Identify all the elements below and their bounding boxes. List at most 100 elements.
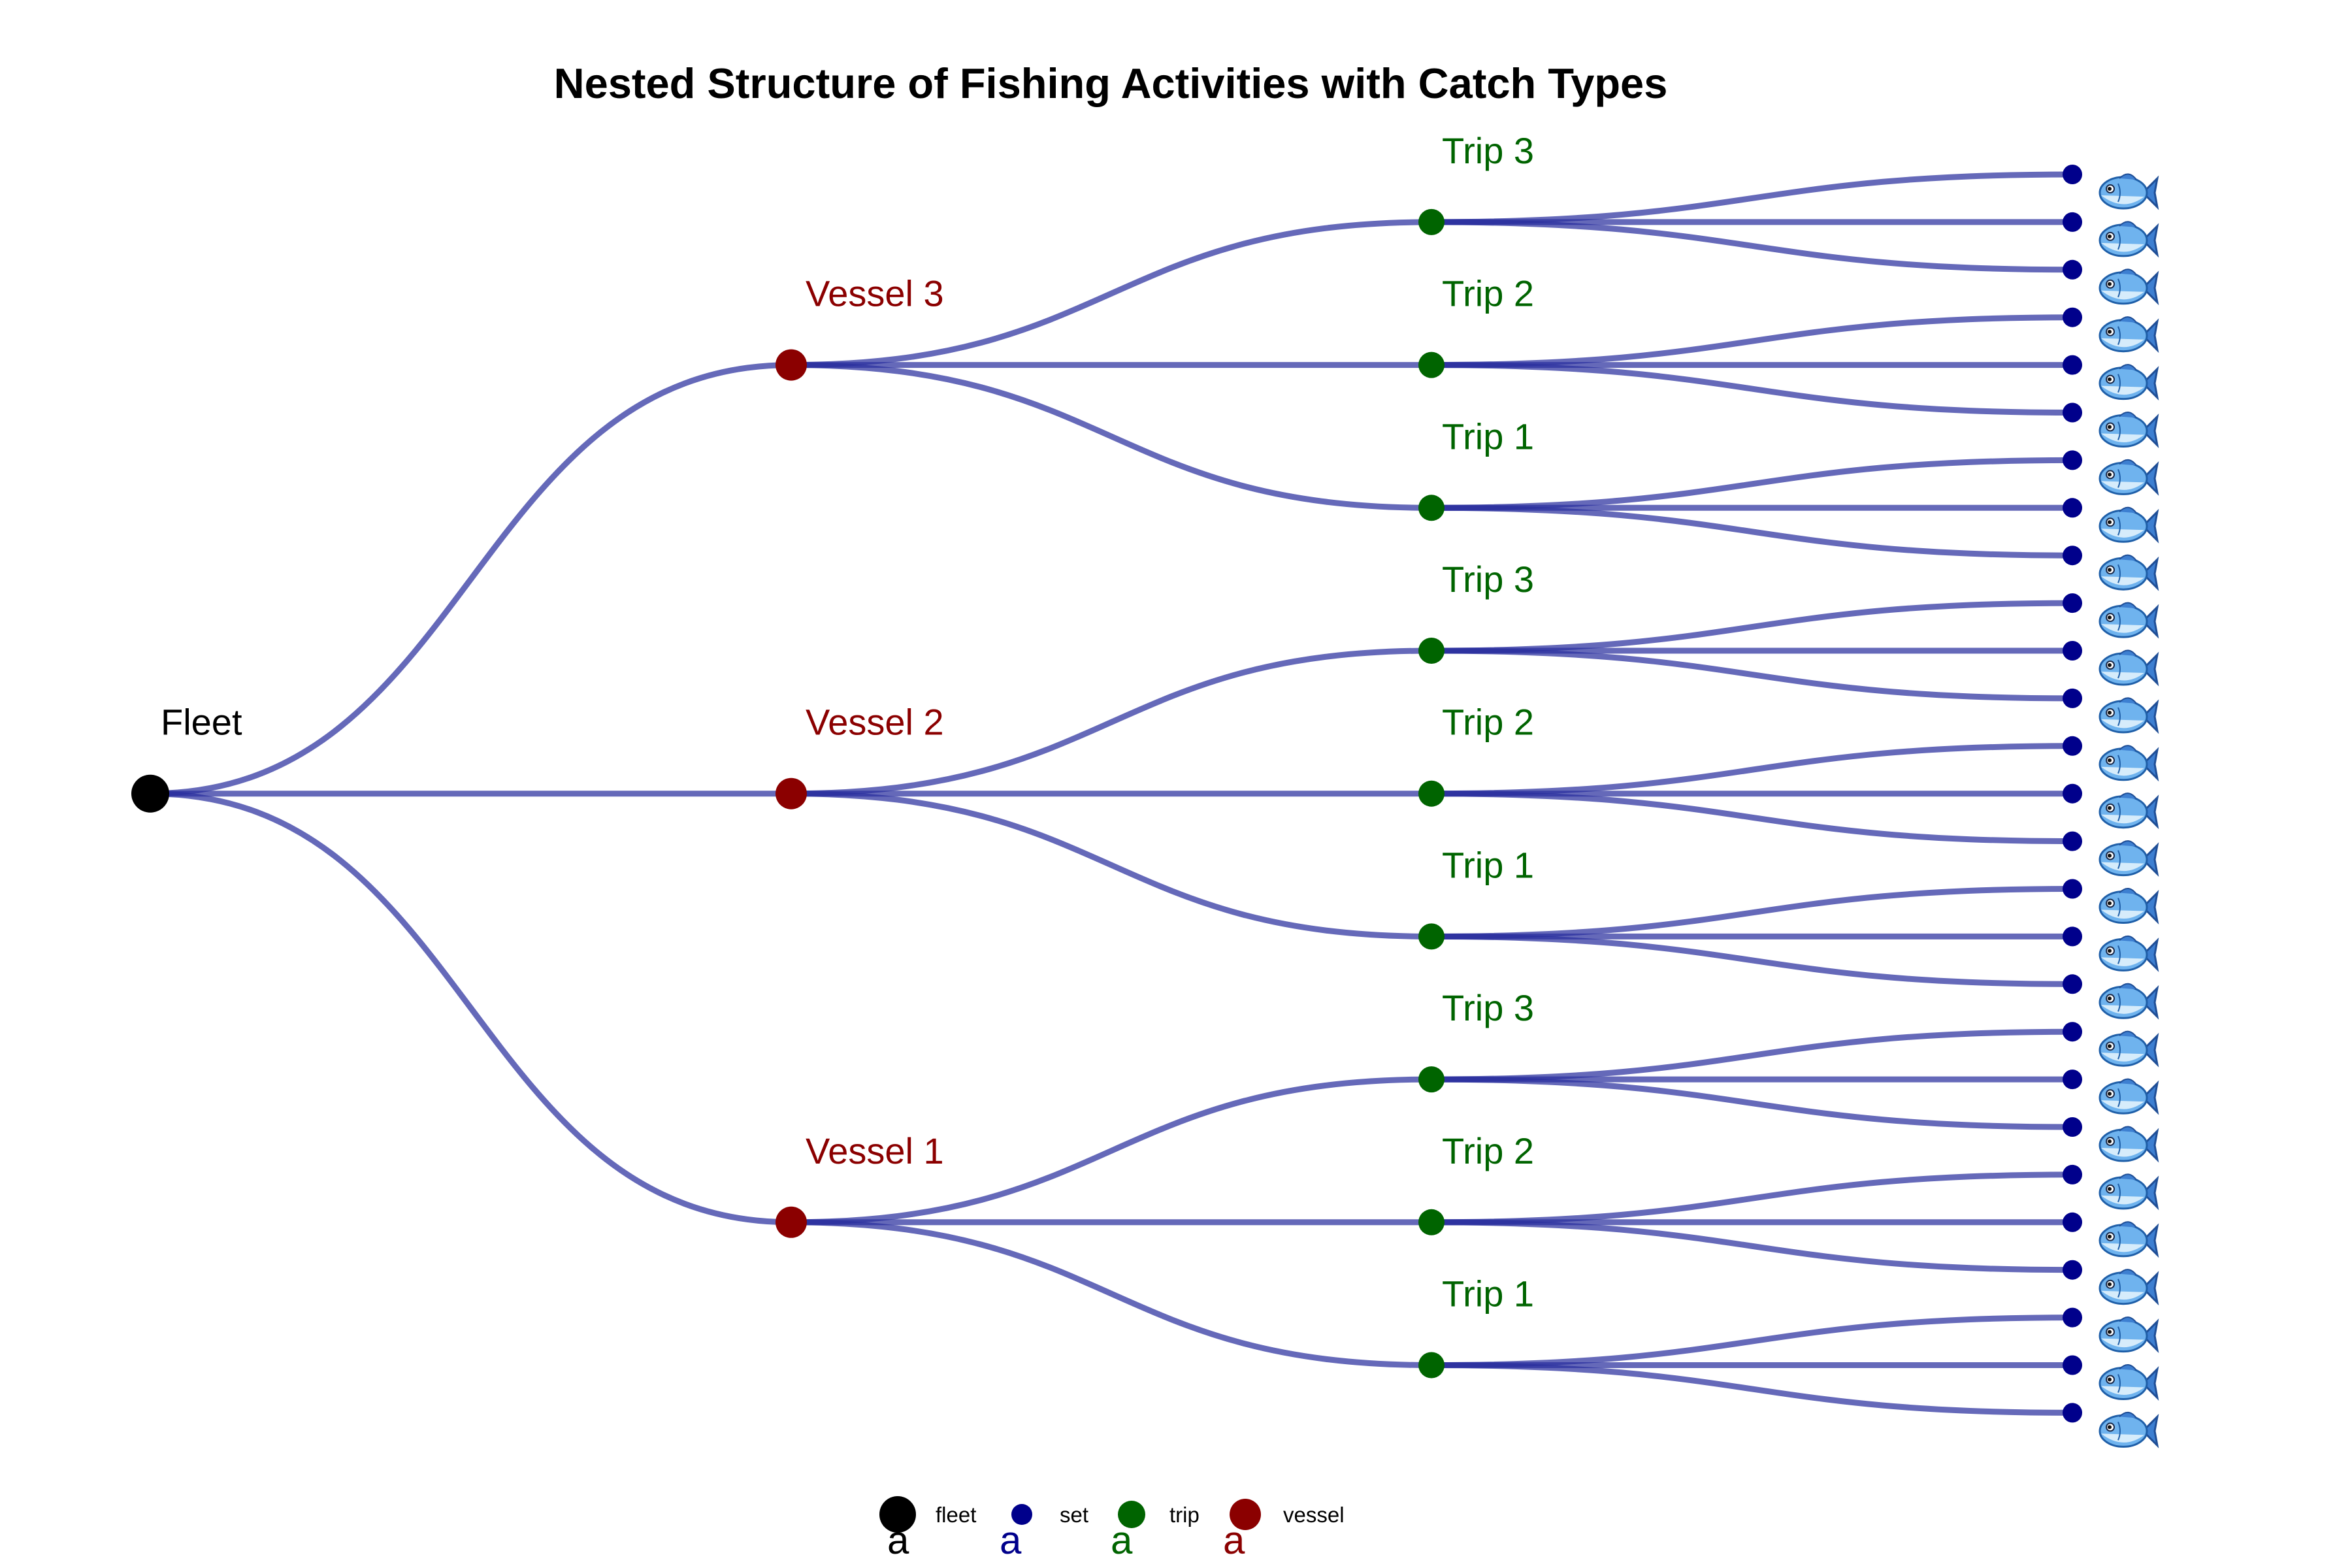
fleet-label: Fleet [161, 702, 242, 743]
fish-icon [2099, 1030, 2159, 1067]
edge-trip-set [1431, 1076, 2073, 1130]
edge-trip-set [1431, 457, 2073, 511]
legend-label-set: set [1060, 1503, 1088, 1527]
legend-key-vessel: a [1223, 1518, 1245, 1562]
trip-label: Trip 3 [1442, 130, 1534, 171]
set-node [2063, 355, 2082, 375]
set-node [2063, 450, 2082, 470]
edge-trip-set [1431, 1362, 2073, 1416]
vessel-node [776, 777, 807, 809]
diagram-title: Nested Structure of Fishing Activities w… [554, 59, 1668, 107]
set-node [2063, 1403, 2082, 1423]
fish-icon [2099, 1411, 2159, 1448]
legend-label-trip: trip [1169, 1503, 1200, 1527]
set-node [2063, 1070, 2082, 1090]
vessel-label: Vessel 2 [806, 702, 944, 743]
edge-trip-set [1431, 219, 2073, 273]
edge-vessel-trip [791, 1219, 1432, 1368]
fish-icon [2099, 268, 2159, 305]
vessel-node [776, 349, 807, 381]
trip-node [1418, 208, 1445, 235]
set-node [2063, 165, 2082, 184]
trip-label: Trip 2 [1442, 1130, 1534, 1171]
edge-trip-set [1431, 743, 2073, 797]
edge-vessel-trip [791, 1076, 1432, 1226]
fish-icon [2099, 983, 2159, 1019]
fish-icon [2099, 1125, 2159, 1162]
edge-trip-set [1431, 647, 2073, 702]
legend-swatch-set [1011, 1504, 1032, 1525]
edge-trip-set [1431, 1219, 2073, 1273]
trip-label: Trip 3 [1442, 987, 1534, 1028]
trip-label: Trip 1 [1442, 416, 1534, 457]
vessel-label: Vessel 3 [806, 273, 944, 314]
edge-trip-set [1431, 362, 2073, 416]
set-node [2063, 402, 2082, 423]
edge-trip-set [1431, 504, 2073, 559]
set-node [2063, 1355, 2082, 1375]
fish-icon [2099, 220, 2159, 257]
edge-trip-set [1431, 791, 2073, 845]
edge-fleet-vessel [150, 791, 792, 1226]
trip-node [1418, 780, 1445, 807]
set-node [2063, 259, 2082, 280]
legend-item-set: set a [1000, 1503, 1088, 1562]
fleet-node [131, 774, 169, 813]
legend-key-trip: a [1111, 1518, 1133, 1562]
set-node [2063, 688, 2082, 708]
legend: fleet a set a trip a vessel a [879, 1496, 1345, 1562]
edges-layer [150, 171, 2073, 1416]
edge-trip-set [1431, 171, 2073, 225]
edge-trip-set [1431, 1028, 2073, 1083]
fish-icon [2099, 411, 2159, 448]
legend-item-trip: trip a [1111, 1501, 1200, 1562]
edge-vessel-trip [791, 362, 1432, 511]
trip-node [1418, 1352, 1445, 1379]
edge-vessel-trip [791, 647, 1432, 797]
trip-node [1418, 1209, 1445, 1235]
fish-icon [2099, 1364, 2159, 1400]
trip-label: Trip 1 [1442, 844, 1534, 885]
set-node [2063, 593, 2082, 613]
set-node [2063, 498, 2082, 518]
legend-item-vessel: vessel a [1223, 1499, 1345, 1562]
set-node [2063, 1164, 2082, 1184]
edge-trip-set [1431, 600, 2073, 654]
set-node [2063, 212, 2082, 232]
fish-icon [2099, 887, 2159, 924]
fish-icon [2099, 554, 2159, 591]
edge-trip-set [1431, 1315, 2073, 1368]
vessel-node [776, 1206, 807, 1238]
trip-node [1418, 923, 1445, 950]
fish-icon [2099, 840, 2159, 877]
trip-node [1418, 638, 1445, 664]
legend-label-fleet: fleet [936, 1503, 976, 1527]
edge-vessel-trip [791, 791, 1432, 939]
fish-icon [2099, 1268, 2159, 1305]
legend-key-fleet: a [887, 1518, 909, 1562]
set-node [2063, 1022, 2082, 1042]
legend-swatch-fleet [879, 1496, 916, 1533]
fish-icon [2099, 602, 2159, 638]
set-node [2063, 736, 2082, 756]
set-node [2063, 926, 2082, 947]
legend-key-set: a [1000, 1518, 1022, 1562]
set-node [2063, 879, 2082, 899]
set-node [2063, 1212, 2082, 1232]
trip-node [1418, 351, 1445, 378]
fish-icon [2099, 506, 2159, 543]
trip-label: Trip 3 [1442, 559, 1534, 600]
fish-icon [2099, 1316, 2159, 1353]
edge-trip-set [1431, 886, 2073, 939]
trip-label: Trip 2 [1442, 702, 1534, 743]
fish-icon [2099, 316, 2159, 353]
fish-icon [2099, 744, 2159, 781]
edge-trip-set [1431, 1171, 2073, 1226]
fish-icon [2099, 696, 2159, 734]
legend-item-fleet: fleet a [879, 1496, 976, 1562]
set-node [2063, 307, 2082, 327]
edge-fleet-vessel [150, 362, 792, 797]
vessel-label: Vessel 1 [806, 1130, 944, 1171]
edge-trip-set [1431, 933, 2073, 987]
